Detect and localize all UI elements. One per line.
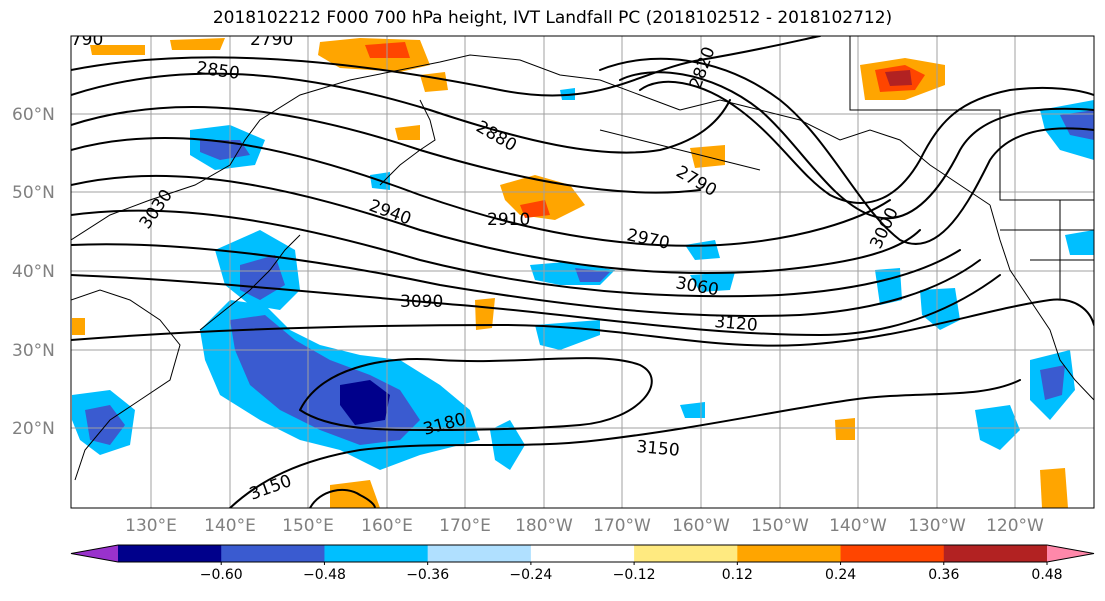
colorbar-segment: [634, 545, 738, 562]
ivt-positive-region: [885, 70, 912, 86]
japan-coastline: [199, 234, 301, 331]
contour-line: [71, 209, 961, 298]
colorbar-segment: [427, 545, 532, 562]
contour-line: [309, 488, 376, 508]
aleutian-islands: [599, 129, 761, 171]
lon-label: 130°E: [125, 516, 177, 536]
ivt-negative-region: [535, 320, 600, 350]
contour-line: [71, 36, 821, 97]
lon-label: 180°W: [515, 516, 573, 536]
colorbar-tick-label: −0.60: [200, 567, 243, 583]
colorbar-tick-label: −0.36: [406, 567, 449, 583]
contour-line: [71, 174, 921, 275]
ivt-negative-region: [1060, 110, 1094, 140]
ivt-positive-region: [72, 318, 85, 335]
colorbar-segment: [530, 545, 635, 562]
contour-label: 2790: [250, 30, 293, 50]
contour-line: [71, 72, 731, 154]
coastlines: [71, 36, 1094, 481]
lon-label: 150°E: [282, 516, 334, 536]
lon-label: 140°E: [204, 516, 256, 536]
latitude-labels: 60°N 50°N 40°N 30°N 20°N: [12, 105, 55, 439]
map-title: 2018102212 F000 700 hPa height, IVT Land…: [212, 8, 893, 28]
contour-line: [299, 357, 653, 431]
kamchatka-coastline: [379, 99, 436, 186]
ivt-positive-region: [500, 175, 585, 220]
colorbar-extend-low: [71, 545, 118, 562]
ivt-negative-region: [1065, 230, 1094, 255]
north-america-coastline: [989, 204, 1094, 401]
ivt-negative-region: [1040, 365, 1065, 400]
contour-line: [229, 379, 1021, 508]
ivt-positive-region: [420, 72, 448, 92]
colorbar: −0.60 −0.48 −0.36 −0.24 −0.12 0.12 0.24 0.36 0.4…: [70, 544, 1095, 583]
height-contours: [71, 36, 1094, 508]
lon-label: 170°W: [593, 516, 651, 536]
contour-label: 2910: [487, 210, 530, 230]
contour-line: [71, 243, 981, 317]
colorbar-tick-label: −0.48: [303, 567, 346, 583]
ivt-positive-region: [835, 418, 855, 440]
colorbar-tick-label: −0.24: [509, 567, 552, 583]
asia-coastline: [71, 54, 681, 241]
ivt-positive-region: [330, 480, 380, 508]
colorbar-tick-label: −0.12: [613, 567, 656, 583]
lon-label: 120°W: [986, 516, 1044, 536]
contour-line: [71, 298, 1094, 347]
colorbar-segment: [118, 545, 222, 562]
lon-label: 150°W: [751, 516, 809, 536]
ivt-negative-region: [920, 288, 960, 330]
ivt-positive-region: [90, 45, 145, 55]
contour-label: 3120: [714, 312, 759, 336]
lon-label: 140°W: [829, 516, 887, 536]
ivt-negative-region: [680, 402, 705, 418]
colorbar-outline: [70, 544, 1095, 563]
lon-label: 170°E: [439, 516, 491, 536]
contour-label: 3090: [400, 292, 443, 312]
lon-label: 130°W: [908, 516, 966, 536]
colorbar-extend-high: [1047, 545, 1094, 562]
ivt-positive-region: [520, 200, 550, 218]
contour-line: [71, 274, 1001, 336]
map-frame: [70, 35, 1095, 509]
colorbar-tick-label: 0.48: [1031, 567, 1062, 583]
colorbar-tick-label: 0.12: [722, 567, 753, 583]
contour-line: [639, 80, 1094, 204]
canada-border: [849, 36, 1094, 201]
lat-label: 30°N: [12, 341, 55, 361]
contour-line: [71, 105, 701, 194]
lon-label: 160°E: [361, 516, 413, 536]
contour-line: [599, 57, 1094, 245]
contour-line: [619, 71, 1094, 220]
ivt-positive-region: [395, 125, 420, 140]
lat-label: 50°N: [12, 183, 55, 203]
contour-label: 2790: [60, 30, 103, 50]
ivt-negative-region: [85, 405, 125, 445]
korea-china-coastline: [71, 289, 181, 481]
ivt-positive-region: [1040, 468, 1068, 508]
contour-line: [71, 136, 891, 247]
ivt-negative-region: [340, 380, 390, 425]
lat-label: 20°N: [12, 419, 55, 439]
colorbar-tick-label: 0.24: [825, 567, 856, 583]
colorbar-segment: [324, 545, 429, 562]
ivt-positive-region: [170, 38, 225, 50]
lat-label: 60°N: [12, 105, 55, 125]
us-states: [1000, 200, 1094, 300]
lon-label: 160°W: [672, 516, 730, 536]
colorbar-segment: [840, 545, 945, 562]
gridlines: [71, 36, 1094, 508]
colorbar-tick-label: 0.36: [928, 567, 959, 583]
ivt-negative-region: [200, 140, 250, 160]
colorbar-segment: [943, 545, 1048, 562]
contour-label: 3150: [636, 437, 681, 461]
colorbar-segment: [221, 545, 325, 562]
colorbar-segment: [737, 545, 842, 562]
longitude-labels: 130°E 140°E 150°E 160°E 170°E 180°W 170°…: [125, 516, 1044, 536]
lat-label: 40°N: [12, 262, 55, 282]
